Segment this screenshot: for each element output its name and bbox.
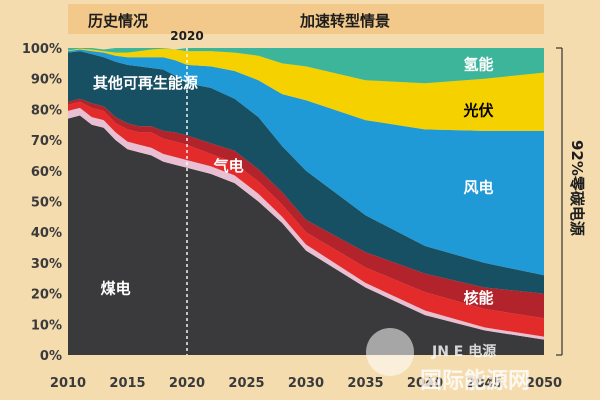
series-label: 氢能 [464, 55, 494, 73]
y-tick-label: 90% [31, 73, 62, 88]
series-label: 核能 [464, 289, 494, 307]
y-tick-label: 60% [31, 165, 62, 180]
y-tick-label: 40% [31, 226, 62, 241]
y-tick-label: 30% [31, 257, 62, 272]
y-tick-label: 100% [22, 42, 62, 57]
series-label: 光伏 [463, 102, 494, 120]
x-tick-label: 2025 [228, 376, 264, 391]
y-tick-label: 50% [31, 196, 62, 211]
y-tick-label: 20% [31, 288, 62, 303]
x-axis-ticks: 2010 2015 2020 2025 2030 2035 2040 2045 2050 [50, 376, 562, 391]
area-series-group [68, 48, 544, 355]
x-tick-label: 2045 [466, 376, 502, 391]
x-tick-label: 2040 [407, 376, 443, 391]
watermark-line2: 国际能源网 [420, 368, 530, 394]
x-tick-label: 2035 [347, 376, 383, 391]
series-label: 煤电 [101, 280, 131, 298]
y-tick-label: 0% [40, 349, 62, 364]
y-tick-label: 10% [31, 318, 62, 333]
area-series-4 [68, 51, 544, 294]
y-tick-label: 80% [31, 103, 62, 118]
watermark: JN E 电源 国际能源网 [366, 328, 530, 394]
x-tick-label: 2020 [169, 376, 205, 391]
divider-year-label: 2020 [170, 29, 203, 43]
x-tick-label: 2010 [50, 376, 86, 391]
watermark-logo-icon [366, 328, 414, 376]
area-series-1 [68, 107, 544, 340]
series-label: 气电 [213, 157, 244, 175]
historical-period-label: 历史情况 [88, 12, 148, 30]
scenario-period-label: 加速转型情景 [299, 12, 390, 30]
x-tick-label: 2050 [526, 376, 562, 391]
header-bar [68, 4, 544, 34]
series-label: 其他可再生能源 [93, 74, 198, 92]
area-series-7 [68, 48, 544, 84]
y-axis-ticks: 0% 10% 20% 30% 40% 50% 60% 70% 80% 90% 100% [22, 42, 62, 364]
zero-carbon-label: 92%零碳电源 [568, 140, 586, 236]
x-tick-label: 2015 [109, 376, 145, 391]
watermark-line1: JN E 电源 [431, 343, 496, 360]
x-tick-label: 2030 [288, 376, 324, 391]
area-series-3 [68, 98, 544, 319]
area-series-5 [68, 49, 544, 276]
area-series-6 [68, 48, 544, 131]
series-label: 风电 [464, 178, 494, 196]
y-tick-label: 70% [31, 134, 62, 149]
area-series-2 [68, 101, 544, 337]
